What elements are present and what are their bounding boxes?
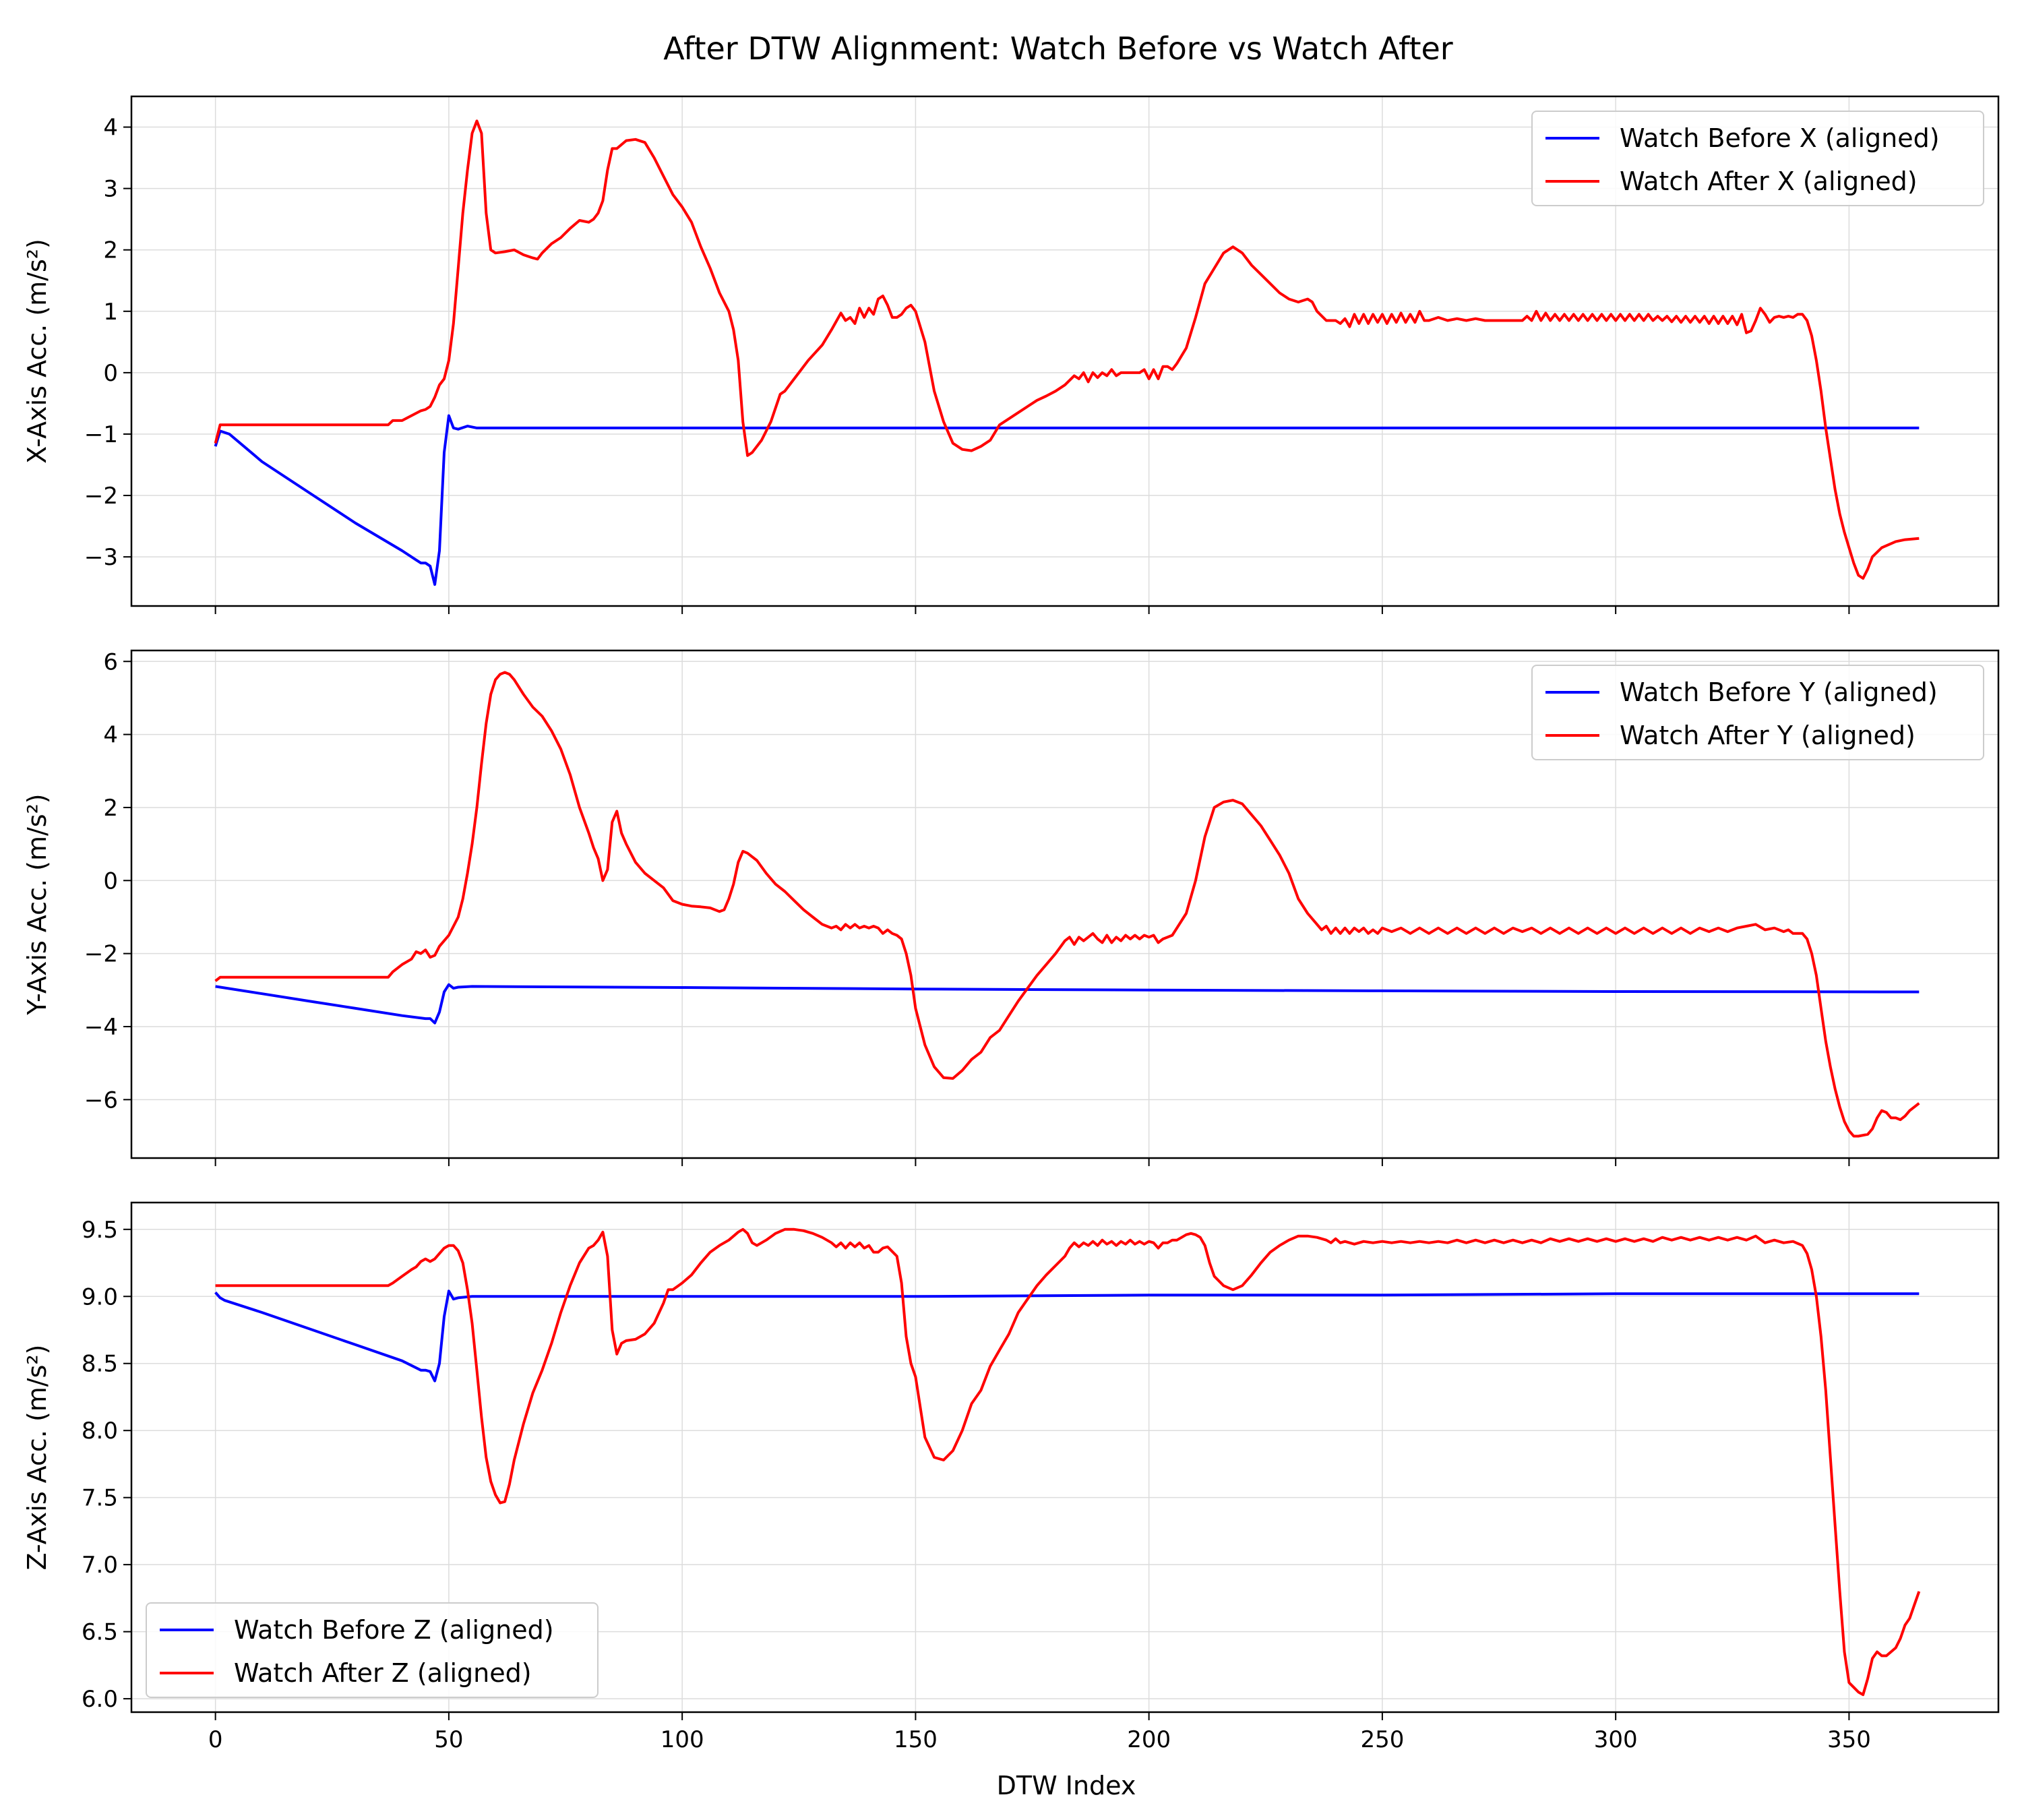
legend-entry: Watch Before Z (aligned) (234, 1615, 554, 1645)
y-tick-label: 1 (103, 299, 118, 326)
x-tick-label: 250 (1360, 1726, 1404, 1753)
x-tick-label: 300 (1594, 1726, 1638, 1753)
x-tick-label: 100 (661, 1726, 704, 1753)
y-tick-label: 0 (103, 868, 118, 894)
series-x (214, 119, 1920, 586)
series-line-before-x (214, 414, 1920, 586)
y-tick-label: −4 (84, 1014, 118, 1041)
legend-y: Watch Before Y (aligned) Watch After Y (a… (1531, 665, 1984, 760)
ylabel-x: X-Axis Acc. (m/s²) (22, 239, 52, 464)
grid-z (131, 1203, 1998, 1712)
xticks-x (214, 606, 1850, 614)
series-line-before-y (215, 983, 1920, 1025)
axes-frame-y (130, 649, 2000, 1159)
subplot-z: 0 50 100 150 200 250 300 350 6.0 6.5 7.0 7.5 8.0 8.5… (22, 1201, 2000, 1753)
x-tick-label: 0 (208, 1726, 223, 1753)
legend-entry: Watch After Y (aligned) (1620, 721, 1916, 750)
legend-entry: Watch After X (aligned) (1620, 166, 1918, 196)
grid-x (131, 96, 1998, 606)
yticks-z: 6.0 6.5 7.0 7.5 8.0 8.5 9.0 9.5 (82, 1217, 131, 1713)
series-line-after-y (214, 671, 1920, 1138)
series-line-after-z (215, 1227, 1921, 1697)
y-tick-label: 8.5 (82, 1351, 118, 1378)
legend-entry: Watch Before X (aligned) (1620, 123, 1940, 153)
series-z (214, 1227, 1921, 1697)
x-tick-label: 350 (1827, 1726, 1871, 1753)
legend-box (1531, 665, 1984, 760)
legend-z: Watch Before Z (aligned) Watch After Z (a… (146, 1602, 599, 1698)
y-tick-label: 4 (103, 115, 118, 142)
y-tick-label: 7.5 (82, 1485, 118, 1512)
xticks-z: 0 50 100 150 200 250 300 350 (208, 1712, 1871, 1753)
subplot-y: −6 −4 −2 0 2 4 6 Y-Axis Acc. (m/s²) Watch Befo… (22, 648, 2000, 1166)
yticks-x: −3 −2 −1 0 1 2 3 4 (84, 115, 131, 571)
y-tick-label: 4 (103, 722, 118, 749)
y-tick-label: 7.0 (82, 1552, 118, 1579)
axes-frame-x (130, 95, 2000, 607)
xlabel: DTW Index (997, 1771, 1136, 1800)
x-tick-label: 150 (894, 1726, 938, 1753)
subplot-x: −3 −2 −1 0 1 2 3 4 X-Axis Acc. (m/s²) Watch Bef… (22, 95, 2000, 614)
y-tick-label: 6.5 (82, 1619, 118, 1646)
y-tick-label: −2 (84, 483, 118, 510)
legend-entry: Watch Before Y (aligned) (1620, 677, 1938, 707)
ylabel-z: Z-Axis Acc. (m/s²) (22, 1345, 52, 1571)
legend-box (146, 1602, 599, 1698)
legend-x: Watch Before X (aligned) Watch After X (a… (1531, 111, 1984, 206)
legend-box (1531, 111, 1984, 206)
y-tick-label: 6 (103, 648, 118, 675)
series-line-before-z (214, 1290, 1920, 1383)
x-tick-label: 200 (1127, 1726, 1171, 1753)
y-tick-label: 8.0 (82, 1418, 118, 1445)
y-tick-label: 3 (103, 176, 118, 203)
series-line-after-x (214, 119, 1920, 580)
y-tick-label: −6 (84, 1087, 118, 1114)
axes-frame-z (130, 1201, 2000, 1713)
y-tick-label: 2 (103, 795, 118, 822)
y-tick-label: 9.5 (82, 1217, 118, 1244)
y-tick-label: −1 (84, 421, 118, 448)
grid-y (131, 650, 1998, 1158)
legend-entry: Watch After Z (aligned) (234, 1658, 532, 1688)
y-tick-label: 6.0 (82, 1686, 118, 1713)
x-tick-label: 50 (434, 1726, 463, 1753)
chart-title: After DTW Alignment: Watch Before vs Wat… (663, 30, 1453, 67)
y-tick-label: 2 (103, 237, 118, 264)
xticks-y (214, 1158, 1850, 1166)
y-tick-label: 0 (103, 360, 118, 387)
y-tick-label: −2 (84, 941, 118, 968)
y-tick-label: 9.0 (82, 1283, 118, 1310)
ylabel-y: Y-Axis Acc. (m/s²) (22, 793, 52, 1015)
series-y (214, 671, 1920, 1138)
yticks-y: −6 −4 −2 0 2 4 6 (84, 648, 131, 1114)
y-tick-label: −3 (84, 544, 118, 571)
